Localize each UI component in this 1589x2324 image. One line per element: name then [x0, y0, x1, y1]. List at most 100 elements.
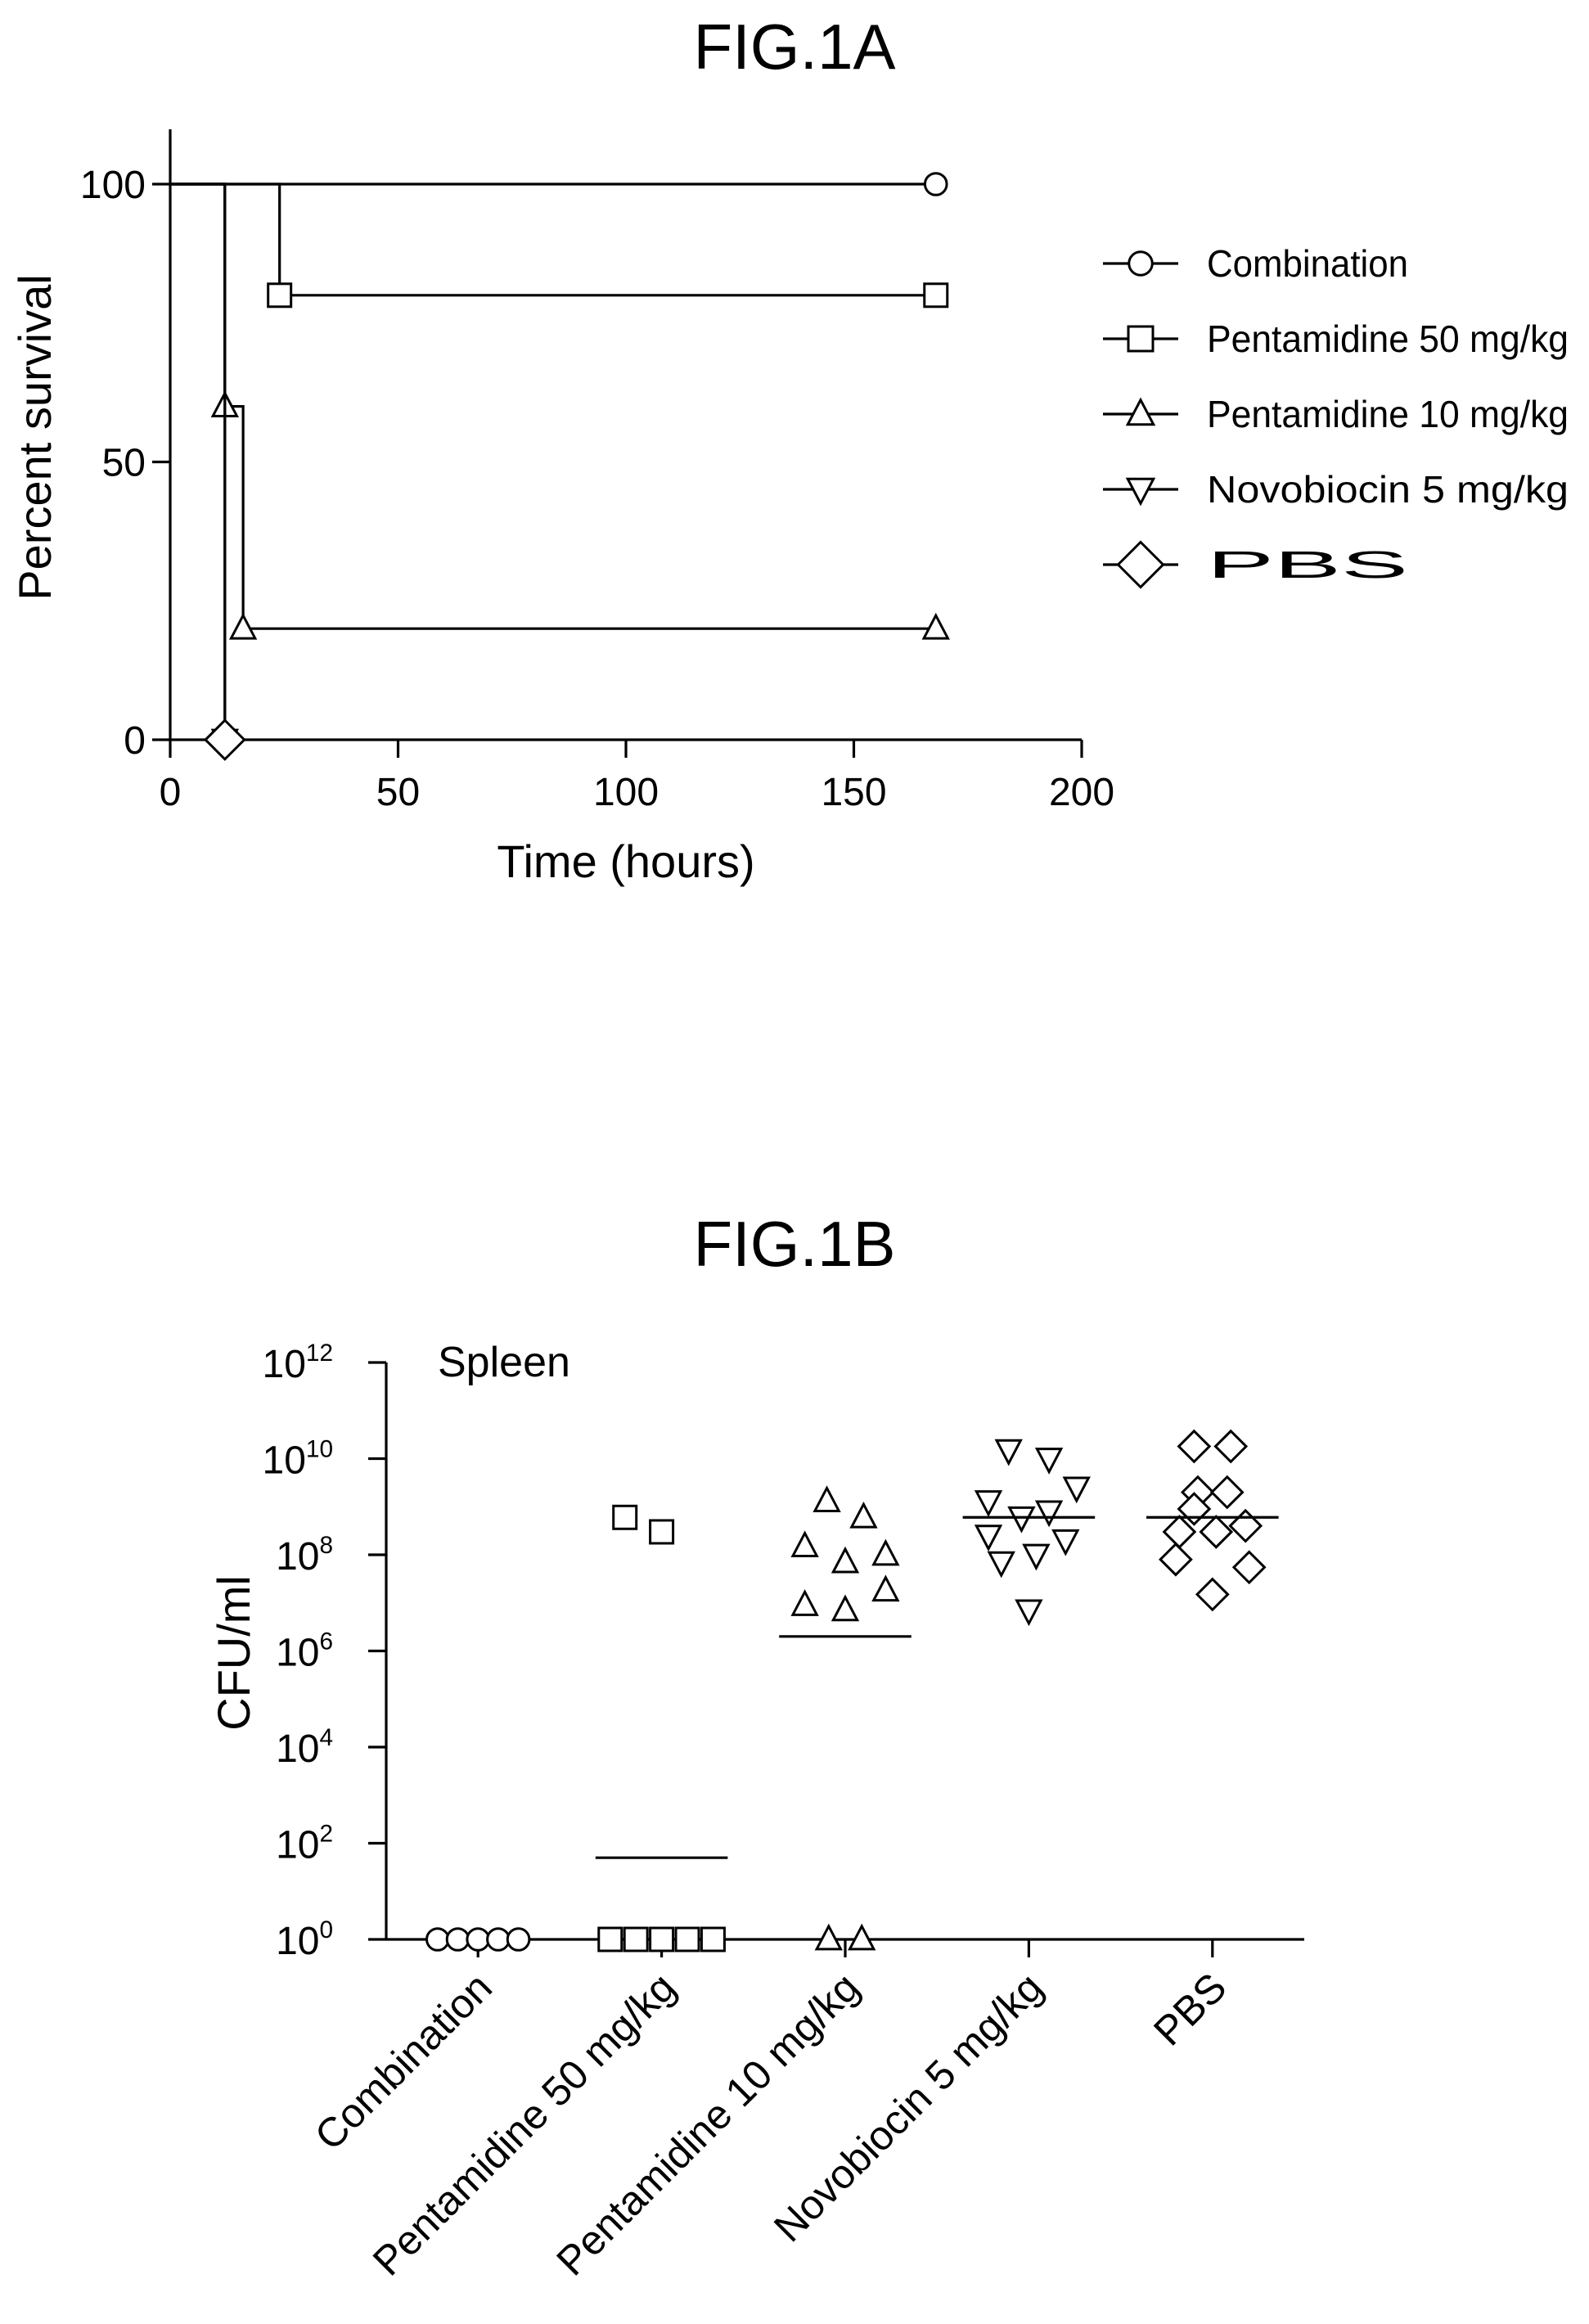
y-tick-label: 102 [276, 1820, 333, 1867]
data-point [228, 612, 258, 640]
data-point [674, 1926, 700, 1952]
x-tick-label: 0 [160, 771, 182, 814]
data-point [1199, 1515, 1234, 1549]
data-point [814, 1923, 843, 1951]
chart-annotation: Spleen [438, 1339, 570, 1386]
series-novobiocin-5-mg-kg [962, 1439, 1096, 1627]
data-point [445, 1927, 470, 1952]
survival-line-pentamidine-10-mg-kg [170, 182, 936, 630]
survival-line-pbs [170, 182, 227, 740]
series-combination [425, 1927, 531, 1952]
y-tick-label: 108 [276, 1532, 333, 1579]
data-point [1228, 1508, 1263, 1543]
data-point [987, 1551, 1015, 1579]
data-point [597, 1926, 623, 1952]
legend-label: PBS [1207, 543, 1408, 586]
figure-a-title: FIG.1A [693, 11, 896, 83]
y-tick-label: 50 [102, 442, 146, 485]
data-point [1159, 1542, 1193, 1577]
data-point [466, 1927, 491, 1952]
data-point [974, 1490, 1003, 1517]
series-pentamidine-10-mg-kg [170, 182, 950, 640]
legend-item-pentamidine-10-mg-kg: Pentamidine 10 mg/kg [1103, 393, 1569, 435]
x-axis-title: Time (hours) [497, 835, 754, 887]
data-point [486, 1927, 511, 1952]
data-point [1034, 1500, 1064, 1528]
y-tick-label: 100 [80, 164, 146, 207]
data-point [790, 1530, 819, 1558]
data-point [1022, 1543, 1051, 1571]
x-tick-label: 50 [376, 771, 420, 814]
legend-label: Combination [1207, 242, 1408, 285]
series-combination [170, 172, 948, 196]
data-point [1051, 1529, 1080, 1556]
x-tick-label: 200 [1049, 771, 1114, 814]
series-pbs [1146, 1429, 1279, 1612]
data-point [1177, 1429, 1212, 1464]
data-point [831, 1546, 860, 1574]
y-tick-label: 0 [124, 719, 146, 763]
legend-marker [1125, 477, 1156, 507]
data-point [1209, 1475, 1245, 1510]
data-point [1015, 1599, 1043, 1627]
data-point [994, 1439, 1023, 1466]
data-point [700, 1926, 726, 1952]
y-tick-label: 1010 [263, 1435, 333, 1482]
y-tick-label: 104 [276, 1724, 333, 1771]
data-point [848, 1923, 876, 1951]
x-tick-label: Pentamidine 10 mg/kg [547, 1964, 867, 2284]
legend-label: Pentamidine 10 mg/kg [1207, 393, 1569, 435]
data-point [203, 718, 246, 761]
data-point [425, 1927, 450, 1952]
data-point [923, 282, 949, 309]
y-axis-title: Percent survival [9, 274, 61, 600]
x-tick-label: Combination [306, 1964, 501, 2159]
cfu-dot-plot: 100 102 104 106 108 1010 1012 CFU/ml Spleen Combi… [208, 1339, 1304, 2285]
y-tick-label: 1012 [263, 1340, 333, 1386]
data-point [813, 1485, 841, 1512]
data-point [790, 1589, 819, 1616]
data-point [649, 1926, 675, 1952]
legend-marker [1128, 250, 1154, 277]
survival-chart: 0 50 100 150 200 0 50 100 Time (hours) Percent su… [9, 129, 1569, 887]
data-point [1007, 1506, 1036, 1534]
legend-item-combination: Combination [1103, 242, 1408, 285]
data-point [506, 1927, 531, 1952]
x-tick-label: 150 [821, 771, 886, 814]
data-point [921, 612, 950, 640]
legend-label: Pentamidine 50 mg/kg [1207, 318, 1569, 360]
data-point [871, 1538, 900, 1566]
data-point [267, 282, 293, 309]
data-point [623, 1926, 649, 1952]
series-pentamidine-50-mg-kg [170, 182, 949, 309]
series-novobiocin-5-mg-kg [170, 182, 240, 756]
y-tick-label: 100 [276, 1916, 333, 1963]
data-point [871, 1574, 900, 1602]
y-axis-title: CFU/ml [208, 1575, 259, 1731]
x-tick-label: PBS [1145, 1964, 1235, 2054]
survival-line-pentamidine-50-mg-kg [170, 182, 936, 297]
legend-label: Novobiocin 5 mg/kg [1207, 468, 1569, 511]
legend-marker [1125, 397, 1156, 426]
data-point [849, 1501, 878, 1529]
legend-item-pbs: PBS [1103, 540, 1408, 589]
survival-line-novobiocin-5-mg-kg [170, 182, 227, 740]
figure-b-title: FIG.1B [693, 1208, 896, 1280]
series-pentamidine-10-mg-kg [779, 1485, 912, 1951]
legend-marker [1116, 540, 1165, 589]
series-pbs [170, 182, 246, 761]
legend-marker [1127, 325, 1155, 353]
data-point [649, 1519, 675, 1545]
data-point [1034, 1448, 1064, 1475]
data-point [612, 1504, 638, 1530]
y-tick-label: 106 [276, 1628, 333, 1674]
x-tick-label: 100 [593, 771, 659, 814]
data-point [831, 1594, 860, 1622]
data-point [1062, 1476, 1091, 1504]
data-point [923, 172, 948, 196]
data-point [974, 1525, 1003, 1552]
series-pentamidine-50-mg-kg [595, 1504, 728, 1952]
data-point [1213, 1429, 1249, 1464]
data-point [1231, 1550, 1267, 1585]
x-tick-label: Pentamidine 50 mg/kg [364, 1964, 684, 2284]
